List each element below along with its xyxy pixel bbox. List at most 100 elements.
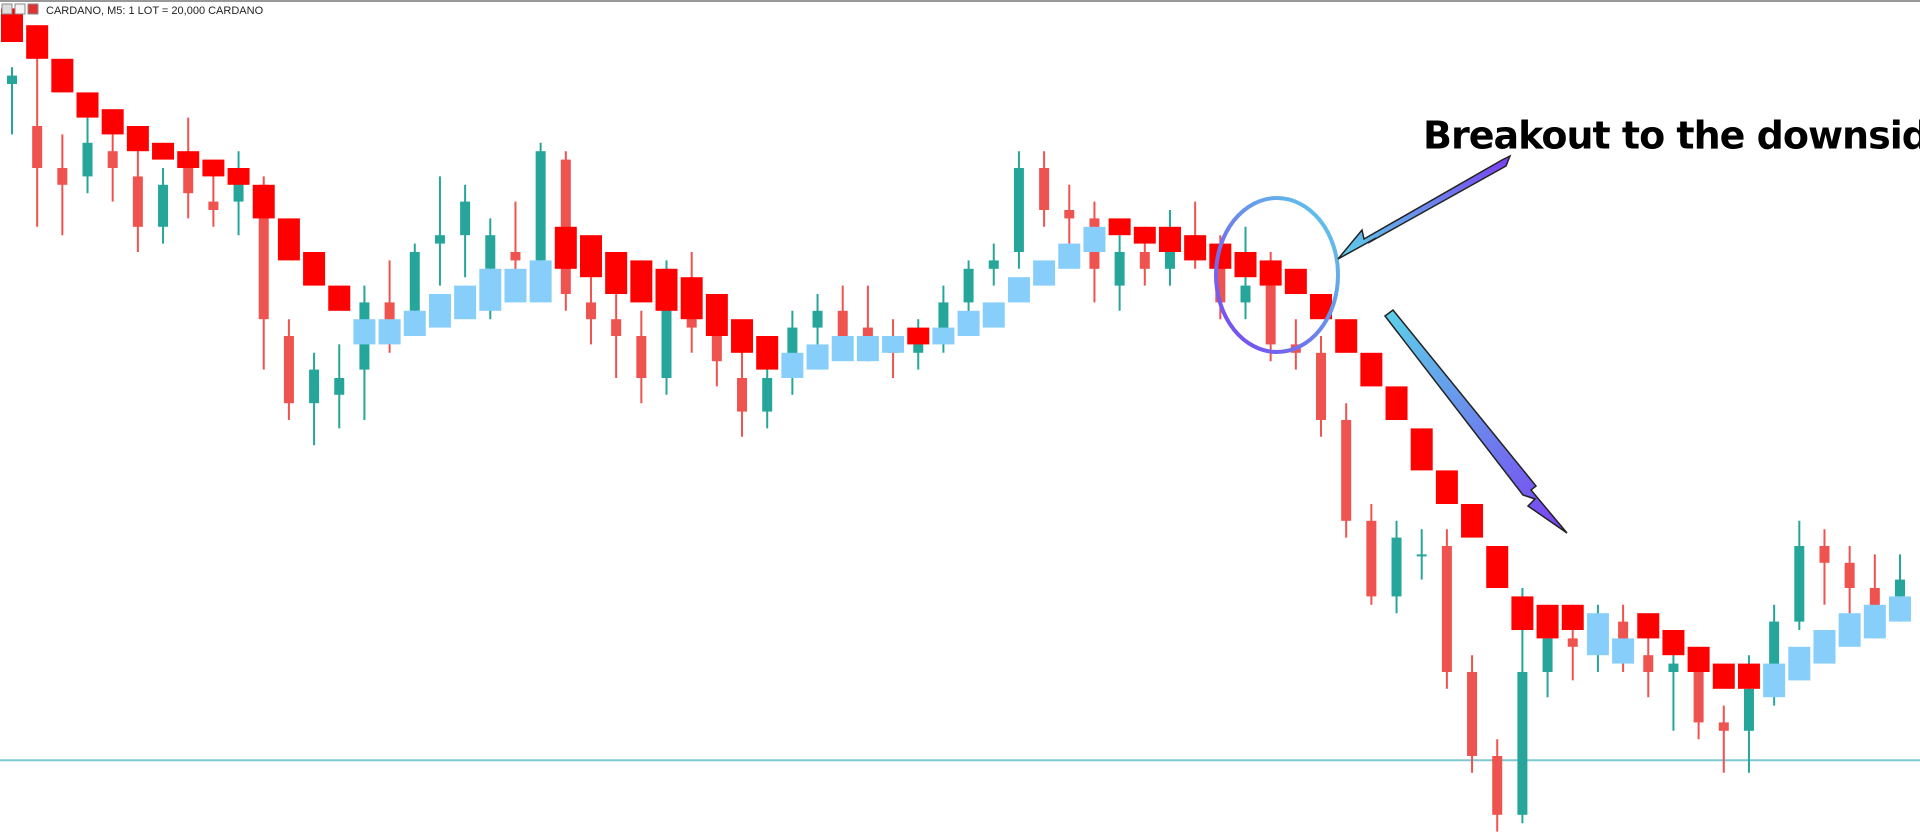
overlay-bar — [428, 294, 451, 328]
candle-body — [7, 75, 17, 84]
candle-body — [1316, 352, 1327, 420]
candle-body — [1064, 210, 1075, 219]
arrow — [1383, 308, 1568, 534]
candle-body — [812, 310, 823, 328]
candle-body — [1467, 672, 1478, 756]
overlay-bar — [126, 126, 149, 152]
overlay-bar — [1712, 663, 1735, 689]
candle-body — [1240, 285, 1251, 303]
overlay-bar — [1108, 218, 1131, 236]
candle-body — [1718, 722, 1729, 731]
overlay-bar — [252, 184, 275, 219]
overlay-bar — [781, 352, 804, 378]
candle-body — [711, 327, 722, 362]
plot — [0, 8, 1920, 832]
overlay-bar — [202, 159, 225, 177]
overlay-bar — [353, 319, 376, 345]
candle-body — [1769, 621, 1780, 689]
candle-body — [485, 235, 496, 269]
overlay-bar — [1133, 226, 1156, 244]
candle-body — [158, 184, 169, 227]
overlay-bar — [101, 109, 124, 135]
candle-body — [258, 184, 269, 320]
candle-body — [837, 310, 848, 336]
overlay-bar — [1561, 604, 1584, 630]
overlay-bar — [1, 8, 23, 42]
icon — [14, 3, 26, 15]
overlay-bar — [1612, 638, 1635, 664]
overlay-bar — [277, 218, 300, 261]
overlay-bar — [630, 260, 653, 303]
overlay-bar — [1889, 596, 1911, 622]
candle-body — [737, 378, 748, 412]
candle-body — [1844, 562, 1855, 588]
overlay-bar — [1511, 596, 1534, 630]
candle-body — [636, 336, 647, 378]
candle-body — [1668, 663, 1679, 672]
candle-body — [988, 260, 999, 269]
overlay-bar — [504, 268, 527, 303]
candle-body — [611, 319, 622, 336]
overlay-bar — [1284, 268, 1307, 294]
candle-body — [762, 378, 773, 412]
overlay-bar — [731, 319, 754, 353]
overlay-bar — [76, 92, 99, 118]
overlay-bar — [932, 327, 955, 345]
overlay-bar — [605, 252, 628, 294]
overlay-bar — [454, 285, 477, 320]
candle-body — [1618, 621, 1629, 656]
overlay-bar — [554, 226, 577, 269]
overlay-bar — [1662, 630, 1685, 656]
candle-body — [1039, 168, 1050, 210]
overlay-bar — [806, 344, 829, 370]
overlay-bar — [1083, 226, 1106, 252]
overlay-bar — [579, 235, 602, 278]
candle-body — [132, 176, 143, 227]
overlay-bar — [856, 336, 879, 362]
candle-body — [384, 302, 395, 328]
candle-body — [1416, 554, 1427, 557]
candle-body — [183, 168, 194, 194]
candle-body — [1869, 588, 1880, 614]
overlay-bar — [1863, 604, 1886, 639]
overlay-bar — [1586, 613, 1609, 656]
candle-body — [233, 176, 244, 202]
candle-body — [1341, 420, 1352, 521]
candle-body — [283, 336, 294, 404]
overlay-bar — [1788, 646, 1811, 681]
candle-body — [434, 235, 445, 244]
overlay-bar — [1687, 646, 1710, 672]
overlay-bar — [1737, 663, 1760, 689]
candle-body — [1114, 252, 1125, 286]
candle-body — [1492, 756, 1503, 815]
overlay-bar — [756, 336, 779, 370]
candle-body — [57, 168, 68, 185]
overlay-bar — [227, 168, 250, 185]
overlay-bar — [957, 310, 980, 336]
candle-body — [1441, 546, 1452, 672]
candle-body — [1366, 520, 1377, 597]
overlay-bar — [1813, 630, 1836, 664]
icon — [27, 3, 39, 15]
overlay-bar — [1184, 235, 1207, 261]
icon — [1, 3, 13, 15]
arrow — [1337, 154, 1512, 260]
overlay-bar — [1158, 226, 1181, 252]
candle-body — [1567, 638, 1578, 647]
candle-body — [309, 369, 320, 404]
overlay-bar — [1461, 504, 1484, 538]
overlay-bar — [1435, 470, 1458, 504]
annotation: Breakout to the downside — [1423, 114, 1920, 158]
overlay-bar — [680, 277, 703, 320]
candle-body — [535, 151, 546, 261]
overlay-bar — [1058, 243, 1081, 269]
overlay-bar — [403, 310, 426, 336]
candle-body — [661, 268, 672, 378]
overlay-bar — [882, 336, 905, 353]
candle-body — [208, 201, 219, 210]
overlay-bar — [177, 151, 200, 168]
overlay-bar — [1310, 294, 1333, 320]
overlay-bar — [655, 268, 678, 311]
